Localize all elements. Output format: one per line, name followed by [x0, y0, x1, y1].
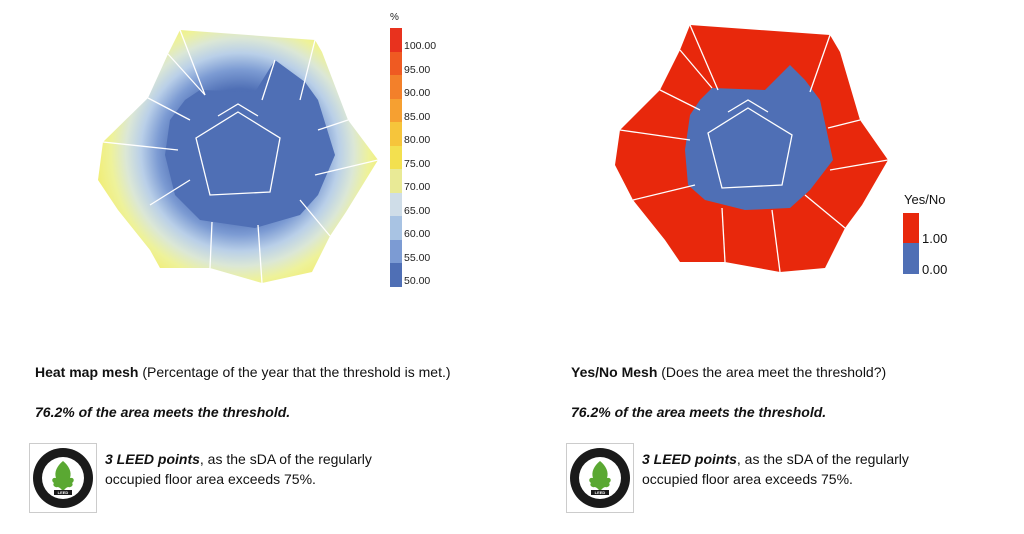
heat-legend-cell	[390, 145, 402, 169]
heat-legend-cell	[390, 28, 402, 52]
heat-legend-colorbar	[390, 28, 402, 287]
heat-legend-label: 55.00	[404, 251, 431, 264]
heat-legend-label: 80.00	[404, 134, 431, 146]
leed-logo-left: LEED	[29, 443, 97, 513]
heat-map-caption-bold: Heat map mesh	[35, 364, 139, 380]
leed-line2-left: occupied floor area exceeds 75%.	[105, 471, 316, 487]
yes-no-swatch-0	[903, 243, 919, 274]
heat-legend-labels: 100.00 95.00 90.00 85.00 80.00 75.00 70.00 65.0…	[404, 28, 454, 298]
svg-text:LEED: LEED	[58, 490, 69, 495]
heat-legend-cell	[390, 169, 402, 193]
leed-points-count-right: 3 LEED points	[642, 451, 737, 467]
heat-legend-cell	[390, 75, 402, 99]
yes-no-legend-title: Yes/No	[904, 192, 946, 207]
yes-no-result: 76.2% of the area meets the threshold.	[571, 404, 827, 420]
leed-logo-right: LEED	[566, 443, 634, 513]
yes-no-core	[685, 65, 833, 210]
heat-legend-label: 65.00	[404, 204, 431, 217]
heat-legend-label: 95.00	[404, 63, 431, 76]
heat-legend-cell	[390, 263, 402, 287]
heat-legend-cell	[390, 51, 402, 75]
heat-legend-label: 90.00	[404, 87, 431, 99]
leed-line1-left: , as the sDA of the regularly	[199, 451, 372, 467]
heat-legend: % 100.00 95.00 90.00 85.00 80.00 75.00 70.00 65…	[390, 12, 460, 292]
heat-map-caption-rest: (Percentage of the year that the thresho…	[138, 364, 451, 380]
heat-legend-cell	[390, 216, 402, 240]
heat-legend-label: 85.00	[404, 110, 431, 123]
leed-points-text-left: 3 LEED points, as the sDA of the regular…	[105, 449, 405, 489]
yes-no-swatch-1	[903, 213, 919, 243]
heat-legend-label: 70.00	[404, 181, 431, 193]
heat-legend-label: 100.00	[404, 40, 437, 52]
yes-no-caption-rest: (Does the area meet the threshold?)	[657, 364, 887, 380]
heat-map-caption: Heat map mesh (Percentage of the year th…	[35, 364, 451, 380]
leed-badge-icon: LEED	[570, 448, 630, 508]
heat-legend-cell	[390, 122, 402, 146]
svg-text:LEED: LEED	[595, 490, 606, 495]
heat-legend-label: 50.00	[404, 275, 431, 287]
heat-map-mesh	[98, 29, 379, 284]
leed-points-text-right: 3 LEED points, as the sDA of the regular…	[642, 449, 942, 489]
heat-legend-cell	[390, 239, 402, 263]
yes-no-caption: Yes/No Mesh (Does the area meet the thre…	[571, 364, 886, 380]
leed-line2-right: occupied floor area exceeds 75%.	[642, 471, 853, 487]
yes-no-mesh	[615, 24, 889, 273]
heat-legend-label: 60.00	[404, 228, 431, 240]
leed-line1-right: , as the sDA of the regularly	[736, 451, 909, 467]
heat-legend-cell	[390, 192, 402, 216]
heat-legend-label: 75.00	[404, 157, 431, 170]
leed-badge-icon: LEED	[33, 448, 93, 508]
leed-points-count-left: 3 LEED points	[105, 451, 200, 467]
heat-map-result: 76.2% of the area meets the threshold.	[35, 404, 291, 420]
yes-no-label-0: 0.00	[922, 262, 948, 277]
heat-legend-cell	[390, 98, 402, 122]
yes-no-caption-bold: Yes/No Mesh	[571, 364, 658, 380]
yes-no-label-1: 1.00	[922, 231, 948, 246]
heat-legend-unit: %	[390, 12, 399, 23]
